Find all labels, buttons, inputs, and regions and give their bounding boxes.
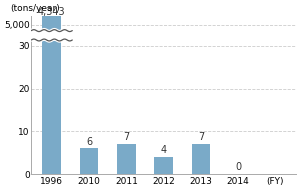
Text: 4,343: 4,343 xyxy=(38,7,66,17)
Text: 6: 6 xyxy=(86,137,92,147)
Bar xyxy=(154,157,173,174)
Bar xyxy=(43,41,61,174)
Bar xyxy=(191,144,210,174)
Text: 4: 4 xyxy=(160,145,166,155)
Bar xyxy=(80,148,98,174)
Text: (tons/year): (tons/year) xyxy=(10,4,60,13)
Text: 0: 0 xyxy=(235,162,241,172)
Text: 7: 7 xyxy=(123,132,129,142)
Bar xyxy=(117,144,136,174)
Text: 7: 7 xyxy=(198,132,204,142)
Bar xyxy=(43,16,61,30)
Bar xyxy=(31,31,72,40)
